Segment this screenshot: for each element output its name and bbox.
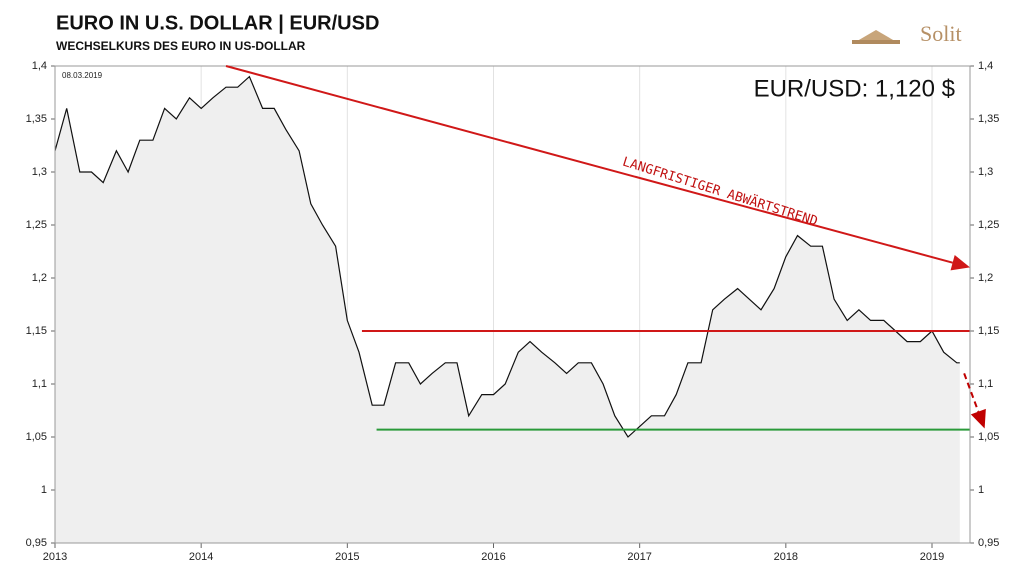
- x-tick-label: 2017: [627, 551, 651, 563]
- chart-title: EURO IN U.S. DOLLAR | EUR/USD: [56, 12, 379, 34]
- chart-subtitle: WECHSELKURS DES EURO IN US-DOLLAR: [56, 39, 306, 53]
- y-tick-label: 1,3: [32, 166, 47, 178]
- x-tick-label: 2013: [43, 551, 67, 563]
- y-tick-label: 1,05: [26, 431, 47, 443]
- y-tick-label-right: 1,25: [978, 219, 999, 231]
- y-tick-label-right: 1,2: [978, 272, 993, 284]
- x-tick-label: 2018: [774, 551, 798, 563]
- y-tick-label: 0,95: [26, 537, 47, 549]
- y-tick-label: 1,2: [32, 272, 47, 284]
- current-value-label: EUR/USD: 1,120 $: [754, 75, 955, 102]
- y-tick-label: 1,25: [26, 219, 47, 231]
- date-label: 08.03.2019: [62, 71, 103, 80]
- y-tick-label-right: 1,15: [978, 325, 999, 337]
- y-tick-label: 1,15: [26, 325, 47, 337]
- y-tick-label-right: 1,05: [978, 431, 999, 443]
- x-tick-label: 2014: [189, 551, 213, 563]
- y-tick-label: 1,1: [32, 378, 47, 390]
- plot-frame: [54, 65, 971, 544]
- logo-text: Solit: [920, 21, 962, 46]
- price-line: [54, 75, 960, 438]
- x-tick-label: 2016: [481, 551, 505, 563]
- y-tick-label: 1,35: [26, 113, 47, 125]
- y-tick-label-right: 0,95: [978, 537, 999, 549]
- y-tick-label-right: 1,35: [978, 113, 999, 125]
- x-tick-label: 2015: [335, 551, 359, 563]
- y-tick-label: 1,4: [32, 60, 47, 72]
- x-tick-label: 2019: [920, 551, 944, 563]
- y-tick-label-right: 1,1: [978, 378, 993, 390]
- y-tick-label-right: 1,4: [978, 60, 993, 72]
- area-fill: [55, 76, 960, 543]
- arrow-shaft: [963, 373, 980, 412]
- y-tick-label-right: 1,3: [978, 166, 993, 178]
- arrow-head: [950, 254, 970, 271]
- logo-icon: [852, 30, 900, 44]
- arrow-shaft: [225, 65, 953, 264]
- y-tick-label-right: 1: [978, 484, 984, 496]
- y-tick-label: 1: [41, 484, 47, 496]
- arrow-head: [970, 408, 986, 429]
